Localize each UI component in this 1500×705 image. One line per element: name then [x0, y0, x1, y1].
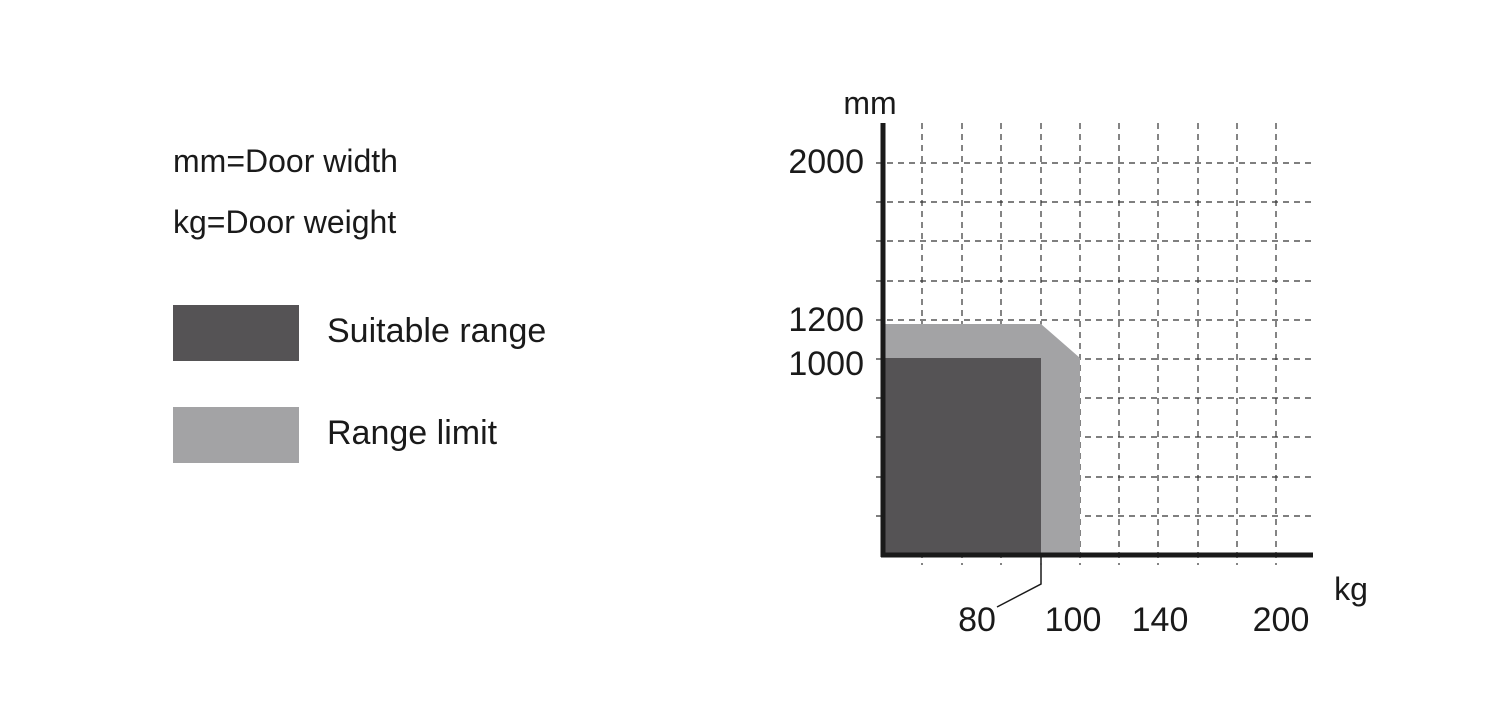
y-axis-unit: mm [843, 85, 896, 121]
axes [880, 123, 1313, 558]
legend-swatch-range-limit [173, 407, 299, 463]
x-axis-unit: kg [1334, 571, 1368, 607]
y-tick-label-1200: 1200 [788, 301, 864, 339]
x-tick-label-140: 140 [1132, 601, 1189, 639]
range-areas [883, 324, 1080, 555]
x-tick-label-200: 200 [1253, 601, 1310, 639]
legend-swatch-suitable-range [173, 305, 299, 361]
x-tick-label-80: 80 [958, 601, 996, 639]
legend-label-suitable-range: Suitable range [327, 312, 547, 350]
legend-note-width: mm=Door width [173, 143, 398, 179]
legend-note-weight: kg=Door weight [173, 204, 397, 240]
y-tick-label-2000: 2000 [788, 143, 864, 181]
y-tick-label-1000: 1000 [788, 345, 864, 383]
legend-label-range-limit: Range limit [327, 414, 498, 452]
axis-labels: mm kg 2000 1200 1000 80 100 140 200 [788, 85, 1368, 639]
area-suitable-range [883, 358, 1041, 555]
x-tick-label-100: 100 [1045, 601, 1102, 639]
leader-line-80 [996, 555, 1042, 608]
